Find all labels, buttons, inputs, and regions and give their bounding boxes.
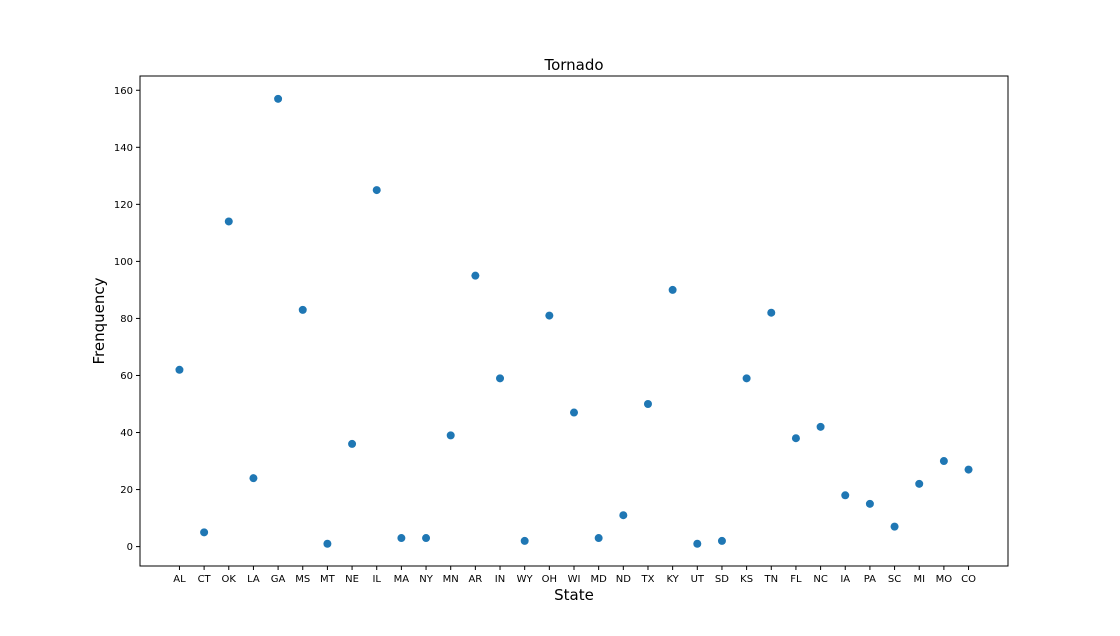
y-axis: 0 20 40 60 80 100 120 140 160 [114,86,140,553]
x-tick-label: CT [198,574,212,585]
x-tick-label: LA [247,574,260,585]
data-point-ct [200,528,209,537]
data-point-ky [668,285,677,294]
x-tick-label: MT [320,574,336,585]
x-tick-label: AL [173,574,186,585]
x-tick-label: IL [372,574,381,585]
y-tick-label: 0 [127,542,133,553]
x-tick-label: MA [394,574,410,585]
y-axis-title: Frenquency [90,277,108,364]
data-point-wy [520,536,529,545]
data-point-pa [865,499,874,508]
x-tick-label: IA [840,574,850,585]
data-point-fl [791,434,800,443]
x-tick-label: SD [715,574,729,585]
data-point-ia [841,491,850,500]
data-point-ar [471,271,480,280]
x-tick-label: TN [763,574,778,585]
x-tick-label: SC [888,574,901,585]
data-point-oh [545,311,554,320]
x-axis-title: State [554,586,594,604]
x-tick-label: FL [790,574,802,585]
data-point-nd [619,511,628,520]
x-tick-label: PA [864,574,876,585]
data-point-mi [915,479,924,488]
x-tick-label: KS [740,574,753,585]
x-tick-label: WI [568,574,581,585]
y-tick-label: 120 [114,200,133,211]
x-tick-label: NY [419,574,433,585]
x-tick-label: OH [542,574,557,585]
data-point-sd [717,536,726,545]
data-point-ks [742,374,751,383]
x-tick-label: IN [495,574,505,585]
data-point-ms [298,305,307,314]
x-tick-label: MD [590,574,607,585]
x-tick-label: ND [616,574,631,585]
data-point-mn [446,431,455,440]
data-points [175,94,973,548]
x-tick-label: MS [295,574,310,585]
data-point-ne [348,439,357,448]
x-tick-label: WY [517,574,534,585]
y-tick-label: 140 [114,143,133,154]
data-point-co [964,465,973,474]
data-point-mo [939,457,948,466]
x-tick-label: NC [813,574,827,585]
data-point-mt [323,539,332,548]
x-axis: AL CT OK LA GA MS MT NE IL MA NY MN AR IN WY OH WI MD ND TX… [173,566,976,585]
x-tick-label: KY [666,574,679,585]
y-tick-label: 160 [114,86,133,97]
y-tick-label: 100 [114,257,133,268]
data-point-la [249,474,258,483]
x-tick-label: CO [961,574,976,585]
data-point-ny [422,534,431,543]
chart-title: Tornado [543,56,603,74]
x-tick-label: TX [640,574,654,585]
data-point-ut [693,539,702,548]
data-point-wi [570,408,578,417]
data-point-il [372,186,381,195]
data-point-ga [274,94,283,103]
x-tick-label: OK [222,574,237,585]
y-tick-label: 20 [120,485,133,496]
data-point-sc [890,522,899,531]
plot-area [139,75,1009,567]
data-point-in [496,374,505,383]
data-point-al [175,365,184,374]
y-tick-label: 80 [120,314,133,325]
x-tick-label: MO [936,574,953,585]
x-tick-label: UT [691,574,705,585]
data-point-md [594,534,603,543]
data-point-ma [397,534,406,543]
y-tick-label: 60 [120,371,133,382]
data-point-ok [224,217,233,226]
x-tick-label: MI [913,574,925,585]
y-tick-label: 40 [120,428,133,439]
x-tick-label: NE [345,574,359,585]
x-tick-label: MN [443,574,459,585]
data-point-tn [767,308,776,317]
data-point-tx [643,399,652,408]
x-tick-label: AR [468,574,482,585]
x-tick-label: GA [271,574,286,585]
data-point-nc [816,422,825,431]
